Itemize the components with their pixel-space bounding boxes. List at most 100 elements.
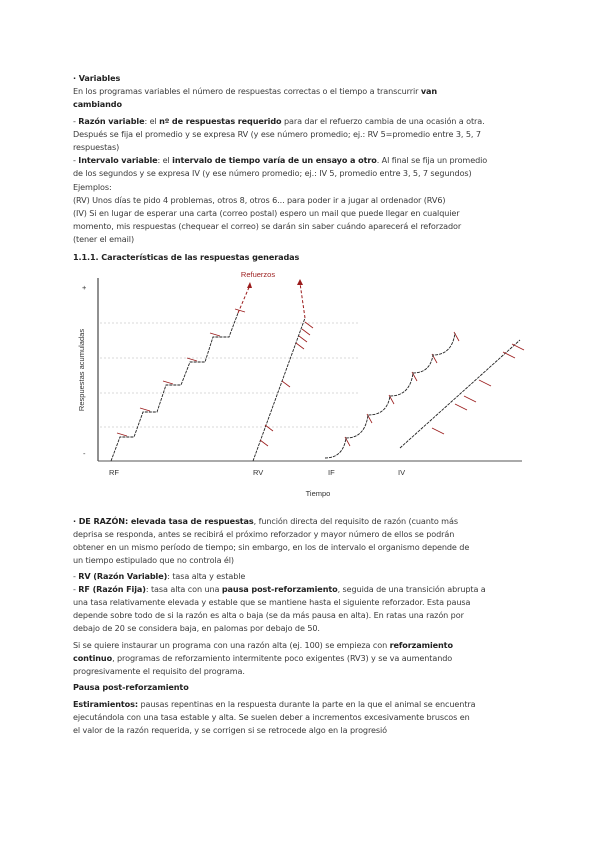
text-run: depende sobre todo de si la razón es alt… bbox=[73, 610, 464, 620]
text-run: (RV) Unos días te pido 4 problemas, otro… bbox=[73, 195, 446, 205]
bold-text: Razón variable bbox=[78, 116, 145, 126]
text-run: : el bbox=[157, 155, 173, 165]
reinforcer-tick bbox=[463, 395, 477, 403]
label-if: IF bbox=[328, 468, 335, 477]
text-line: momento, mis respuestas (chequear el cor… bbox=[73, 220, 461, 233]
iv-curve bbox=[399, 339, 521, 449]
bold-text: 1.1.1. Características de las respuestas… bbox=[73, 252, 300, 262]
if-curve bbox=[324, 332, 456, 459]
text-run: para dar el refuerzo cambia de una ocasi… bbox=[281, 116, 485, 126]
text-line: depende sobre todo de si la razón es alt… bbox=[73, 609, 486, 622]
text-line: - Intervalo variable: el intervalo de ti… bbox=[73, 154, 487, 167]
text-run: Después se fija el promedio y se expresa… bbox=[73, 129, 481, 139]
text-run: , seguida de una transición abrupta a bbox=[337, 584, 486, 594]
reinforcer-tick bbox=[234, 308, 246, 313]
bold-text: Pausa post-reforzamiento bbox=[73, 682, 189, 692]
text-run: - bbox=[73, 155, 79, 165]
reinforcer-tick bbox=[431, 427, 445, 435]
text-line: el valor de la razón requerida, y se cor… bbox=[73, 724, 475, 737]
reinforcer-tick bbox=[162, 380, 174, 385]
text-run: debajo de 20 se considera baja, en palom… bbox=[73, 623, 320, 633]
text-line: cambiando bbox=[73, 98, 437, 111]
text-run: Ejemplos: bbox=[73, 182, 112, 192]
bold-text: RV (Razón Variable) bbox=[78, 571, 168, 581]
reinforcer-tick bbox=[301, 328, 311, 336]
label-rf: RF bbox=[109, 468, 119, 477]
paragraph-variables: · Variables En los programas variables el… bbox=[73, 72, 437, 111]
text-line: debajo de 20 se considera baja, en palom… bbox=[73, 622, 486, 635]
arrow-head-icon bbox=[247, 282, 252, 288]
bold-text: continuo bbox=[73, 653, 113, 663]
y-axis-label: Respuestas acumuladas bbox=[77, 329, 86, 411]
bold-text: RF (Razón Fija) bbox=[78, 584, 146, 594]
text-run: : tasa alta con una bbox=[145, 584, 222, 594]
text-line: - Razón variable: el nº de respuestas re… bbox=[73, 115, 487, 128]
text-run: progresivamente el requisito del program… bbox=[73, 666, 245, 676]
text-run: En los programas variables el número de … bbox=[73, 86, 421, 96]
text-line: continuo, programas de reforzamiento int… bbox=[73, 652, 453, 665]
y-tick-minus: - bbox=[83, 449, 86, 458]
bold-text: Estiramientos: bbox=[73, 699, 138, 709]
x-axis-label: Tiempo bbox=[306, 489, 331, 498]
text-line: - RV (Razón Variable): tasa alta y estab… bbox=[73, 570, 486, 583]
label-iv: IV bbox=[398, 468, 405, 477]
text-run: obtener en un mismo período de tiempo; s… bbox=[73, 542, 470, 552]
text-line: - RF (Razón Fija): tasa alta con una pau… bbox=[73, 583, 486, 596]
reinforcer-tick bbox=[411, 371, 418, 382]
text-line: (IV) Si en lugar de esperar una carta (c… bbox=[73, 207, 461, 220]
text-run: respuestas) bbox=[73, 142, 120, 152]
bold-text: Intervalo variable bbox=[78, 155, 158, 165]
reinforcer-tick bbox=[209, 332, 221, 337]
reinforcer-tick bbox=[344, 436, 351, 447]
text-run: Si se quiere instaurar un programa con u… bbox=[73, 640, 390, 650]
paragraph-section-heading: 1.1.1. Características de las respuestas… bbox=[73, 251, 299, 264]
bold-text: pausa post-reforzamiento bbox=[221, 584, 338, 594]
text-run: (tener el email) bbox=[73, 234, 135, 244]
text-run: - bbox=[73, 584, 79, 594]
text-run: deprisa se responda, antes se recibirá e… bbox=[73, 529, 455, 539]
unused bbox=[325, 268, 515, 437]
text-line: Ejemplos: bbox=[73, 181, 461, 194]
reinforcer-tick bbox=[304, 321, 314, 329]
text-run: ejecutándola con una tasa estable y alta… bbox=[73, 712, 470, 722]
y-tick-plus: + bbox=[82, 283, 87, 292]
cumulative-response-figure: + - Respuestas acumuladas Tiempo Refuerz… bbox=[77, 268, 525, 498]
bold-text: intervalo de tiempo varía de un ensayo a… bbox=[172, 155, 377, 165]
bold-text: van bbox=[420, 86, 438, 96]
text-run: el valor de la razón requerida, y se cor… bbox=[73, 725, 388, 735]
rv-arrow bbox=[299, 282, 306, 319]
reinforcer-tick bbox=[295, 342, 305, 350]
paragraph-razon-intervalo-variable: - Razón variable: el nº de respuestas re… bbox=[73, 115, 487, 180]
reinforcer-tick bbox=[502, 351, 516, 359]
text-run: un tiempo estipulado que no controla él) bbox=[73, 555, 234, 565]
reinforcer-tick bbox=[264, 424, 274, 432]
text-line: respuestas) bbox=[73, 141, 487, 154]
text-run: - bbox=[73, 116, 79, 126]
bold-text: · Variables bbox=[73, 73, 121, 83]
reinforcer-tick bbox=[259, 439, 269, 447]
arrow-head-icon bbox=[297, 279, 303, 285]
text-line: · DE RAZÓN: elevada tasa de respuestas, … bbox=[73, 515, 469, 528]
text-run: : tasa alta y estable bbox=[167, 571, 246, 581]
reinforcer-tick bbox=[478, 379, 492, 387]
text-run: , función directa del requisito de razón… bbox=[253, 516, 458, 526]
text-run: , programas de reforzamiento intermitent… bbox=[112, 653, 453, 663]
reinforcer-tick bbox=[454, 403, 468, 411]
text-run: de los segundos y se expresa IV (y ese n… bbox=[73, 168, 472, 178]
reinforcer-tick bbox=[139, 407, 151, 412]
text-run: - bbox=[73, 571, 79, 581]
text-line: Si se quiere instaurar un programa con u… bbox=[73, 639, 453, 652]
paragraph-rv-rf: - RV (Razón Variable): tasa alta y estab… bbox=[73, 570, 486, 635]
rf-arrow bbox=[237, 284, 251, 314]
text-line: obtener en un mismo período de tiempo; s… bbox=[73, 541, 469, 554]
paragraph-estiramientos: Estiramientos: pausas repentinas en la r… bbox=[73, 698, 476, 737]
reinforcer-tick bbox=[186, 357, 198, 362]
reinforcer-tick bbox=[116, 432, 128, 437]
refuerzos-annotation: Refuerzos bbox=[241, 270, 275, 279]
text-line: deprisa se responda, antes se recibirá e… bbox=[73, 528, 469, 541]
text-line: · Variables bbox=[73, 72, 437, 85]
paragraph-de-razon: · DE RAZÓN: elevada tasa de respuestas, … bbox=[73, 515, 469, 567]
text-run: . Al final se fija un promedio bbox=[376, 155, 488, 165]
text-line: Estiramientos: pausas repentinas en la r… bbox=[73, 698, 476, 711]
text-run: : el bbox=[144, 116, 160, 126]
